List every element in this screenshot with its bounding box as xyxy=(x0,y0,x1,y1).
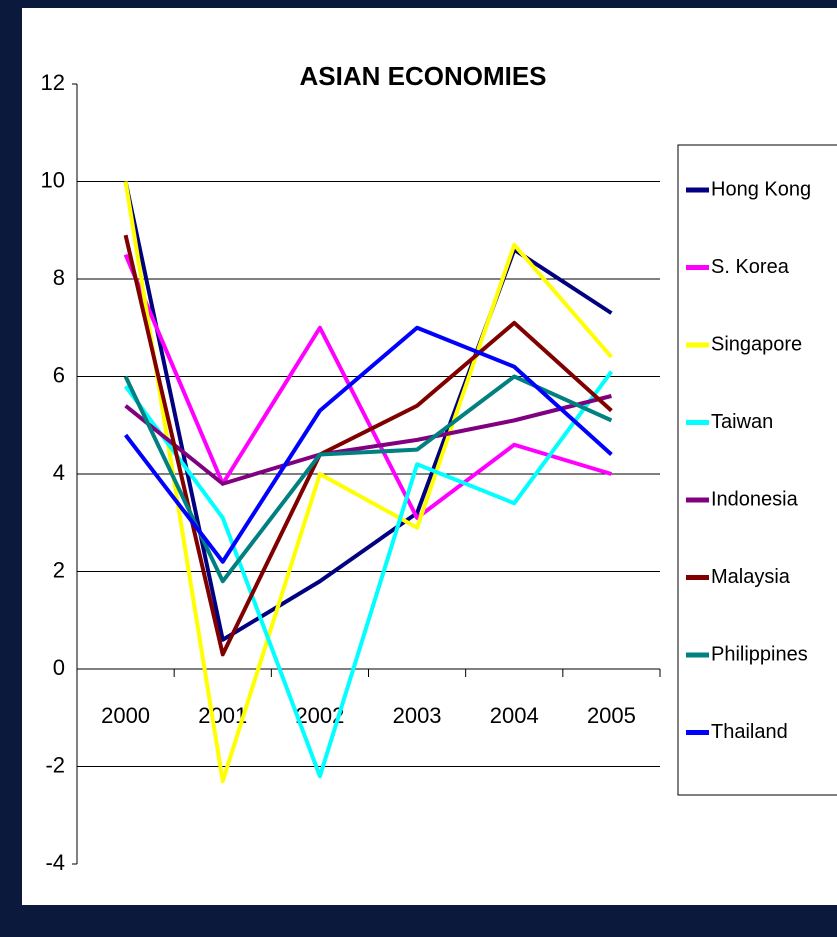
series-line xyxy=(124,394,612,486)
legend-label: Hong Kong xyxy=(711,178,811,200)
series-line xyxy=(123,234,613,657)
legend-label: Malaysia xyxy=(711,566,791,588)
y-tick-label: 8 xyxy=(53,265,65,290)
series-line xyxy=(123,325,613,564)
legend-label: Taiwan xyxy=(711,411,773,433)
legend-box xyxy=(677,144,837,796)
x-tick-label: 2000 xyxy=(101,703,150,728)
x-tick-label: 2003 xyxy=(393,703,442,728)
series-line xyxy=(123,253,612,520)
y-tick-label: -2 xyxy=(45,752,65,777)
legend-label: S. Korea xyxy=(711,256,790,278)
series-line xyxy=(123,181,613,784)
legend-label: Singapore xyxy=(711,333,802,355)
y-tick-label: 10 xyxy=(41,167,65,192)
x-tick-label: 2005 xyxy=(587,703,636,728)
y-tick-label: 12 xyxy=(41,70,65,95)
y-tick-label: 0 xyxy=(53,655,65,680)
legend-label: Indonesia xyxy=(711,488,799,510)
chart-title: ASIAN ECONOMIES xyxy=(299,61,546,91)
y-tick-label: -4 xyxy=(45,850,65,875)
y-tick-label: 4 xyxy=(53,460,65,485)
x-tick-label: 2004 xyxy=(490,703,539,728)
y-tick-label: 2 xyxy=(53,557,65,582)
legend-label: Philippines xyxy=(711,643,808,665)
series-line xyxy=(123,370,614,779)
series-line xyxy=(123,181,613,642)
legend-label: Thailand xyxy=(711,721,788,743)
y-tick-label: 6 xyxy=(53,362,65,387)
